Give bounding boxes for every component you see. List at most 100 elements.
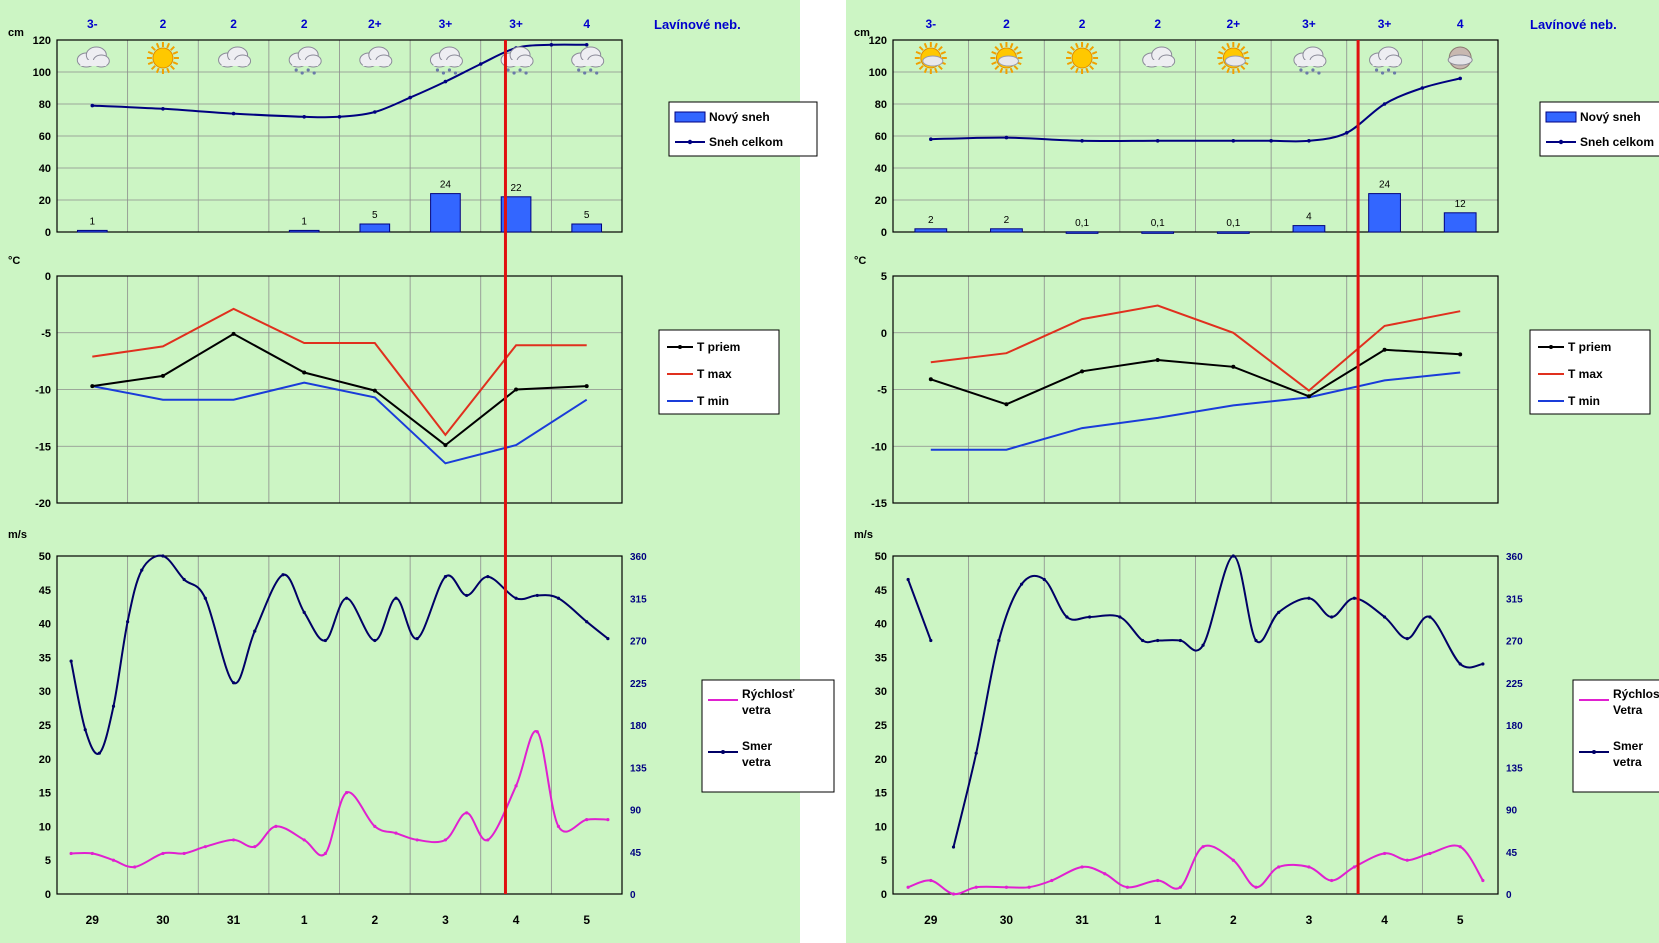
snow-unit: cm bbox=[8, 27, 24, 39]
wind-speed-point bbox=[1231, 858, 1235, 862]
total-snow-point bbox=[337, 115, 342, 119]
day-label: 5 bbox=[1457, 913, 1464, 927]
wind-y-tick: 10 bbox=[875, 821, 887, 833]
wind-speed-point bbox=[415, 838, 419, 842]
wind-direction-point bbox=[231, 681, 236, 685]
temp-y-tick: 0 bbox=[881, 328, 887, 340]
wind-direction-point bbox=[556, 596, 561, 600]
t-avg-point bbox=[90, 384, 95, 389]
wind-direction-point bbox=[83, 728, 87, 732]
total-snow-point bbox=[1231, 139, 1236, 143]
chart-panel-left: Lavínové neb.3- 2 2 2 2+ 3+ 3+ 4020406080100120… bbox=[0, 0, 835, 943]
snow-cloud-icon bbox=[288, 46, 322, 75]
snow-y-tick: 0 bbox=[881, 227, 887, 239]
t-avg-point bbox=[1382, 347, 1387, 352]
t-avg-point bbox=[1306, 394, 1311, 399]
avalanche-level: 2 bbox=[301, 17, 308, 31]
cloud-icon bbox=[76, 46, 110, 68]
wind-speed-point bbox=[606, 818, 610, 822]
wind-y-tick: 35 bbox=[39, 652, 51, 664]
wind-direction-point bbox=[1065, 615, 1069, 619]
total-snow-point bbox=[1269, 139, 1273, 143]
wind-y2-tick: 135 bbox=[1506, 763, 1523, 774]
t-avg-point bbox=[1080, 369, 1085, 374]
wind-speed-point bbox=[486, 838, 490, 842]
wind-plot-frame bbox=[56, 555, 623, 895]
snow-chart: 0 20 40 60 80 100 120 cm 1 1 5 24 22 5 Nový sneh Sneh c… bbox=[8, 27, 818, 239]
cloud-icon bbox=[1142, 46, 1176, 68]
wind-y-tick: 50 bbox=[39, 551, 51, 563]
temp-y-tick: -10 bbox=[35, 385, 51, 397]
new-snow-label: 5 bbox=[584, 210, 590, 221]
new-snow-label: 5 bbox=[372, 210, 378, 221]
wind-direction-point bbox=[1428, 615, 1432, 619]
t-avg-point bbox=[302, 370, 307, 375]
day-label: 4 bbox=[1381, 913, 1388, 927]
day-label: 2 bbox=[371, 913, 378, 927]
wind-speed-point bbox=[443, 838, 448, 842]
wind-speed-point bbox=[1178, 885, 1182, 889]
wind-y2-tick: 270 bbox=[1506, 637, 1523, 648]
legend-total-snow-label: Sneh celkom bbox=[1580, 135, 1654, 149]
t-max-line bbox=[930, 304, 1461, 392]
wind-speed-point bbox=[1330, 878, 1334, 883]
avalanche-level: 4 bbox=[1457, 17, 1464, 31]
snow-y-tick: 120 bbox=[869, 35, 887, 47]
wind-speed-point bbox=[1307, 865, 1311, 869]
wind-direction-point bbox=[126, 620, 130, 624]
total-snow-point bbox=[929, 137, 933, 141]
wind-speed-point bbox=[111, 858, 116, 862]
wind-speed-point bbox=[1405, 858, 1409, 862]
wind-direction-point bbox=[486, 575, 490, 579]
wind-y2-tick: 225 bbox=[1506, 679, 1523, 690]
legend-t-avg-marker bbox=[1549, 345, 1553, 349]
avalanche-level: 2+ bbox=[368, 17, 382, 31]
wind-direction-point bbox=[906, 577, 910, 582]
snow-plot-frame bbox=[892, 39, 1499, 233]
day-label: 3 bbox=[1306, 913, 1313, 927]
wind-direction-point bbox=[394, 596, 398, 600]
wind-y-tick: 10 bbox=[39, 821, 51, 833]
temp-y-tick: -10 bbox=[871, 441, 887, 453]
temp-y-tick: -15 bbox=[871, 498, 887, 510]
legend-new-snow-swatch bbox=[1545, 111, 1577, 123]
wind-speed-point bbox=[1050, 878, 1054, 883]
new-snow-label: 24 bbox=[440, 180, 452, 191]
avalanche-level: 2 bbox=[1154, 17, 1161, 31]
wind-direction-point bbox=[1201, 643, 1205, 647]
wind-y-tick: 40 bbox=[39, 619, 51, 631]
wind-speed-point bbox=[302, 838, 306, 842]
new-snow-bar bbox=[914, 228, 948, 233]
wind-y-tick: 30 bbox=[875, 686, 887, 698]
legend-t-avg-marker bbox=[678, 345, 682, 349]
day-label: 2 bbox=[1230, 913, 1237, 927]
wind-direction-point bbox=[140, 568, 144, 572]
wind-y2-tick: 270 bbox=[630, 637, 647, 648]
avalanche-level: 2 bbox=[1003, 17, 1010, 31]
wind-y2-tick: 90 bbox=[630, 806, 642, 817]
wind-direction-line bbox=[907, 579, 932, 641]
partly-cloudy-icon bbox=[1217, 42, 1250, 74]
new-snow-bar bbox=[76, 229, 108, 233]
new-snow-label: 2 bbox=[928, 215, 934, 226]
wind-direction-point bbox=[997, 638, 1001, 643]
wind-y2-tick: 0 bbox=[630, 890, 636, 901]
new-snow-bar bbox=[990, 228, 1023, 233]
wind-direction-point bbox=[974, 751, 978, 755]
t-avg-point bbox=[160, 373, 165, 378]
day-label: 29 bbox=[924, 913, 938, 927]
wind-speed-point bbox=[203, 845, 207, 849]
wind-direction-point bbox=[1405, 637, 1409, 641]
wind-plot-frame bbox=[892, 555, 1499, 895]
avalanche-level: 3+ bbox=[1302, 17, 1316, 31]
snow-cloud-icon bbox=[1369, 46, 1403, 75]
total-snow-point bbox=[1382, 102, 1387, 106]
wind-y-tick: 0 bbox=[45, 889, 51, 901]
wind-direction-point bbox=[1019, 582, 1024, 586]
wind-speed-point bbox=[951, 892, 956, 896]
sun-icon bbox=[1066, 42, 1099, 74]
wind-direction-point bbox=[1458, 662, 1462, 666]
wind-direction-point bbox=[443, 575, 448, 579]
new-snow-label: 1 bbox=[90, 216, 96, 227]
